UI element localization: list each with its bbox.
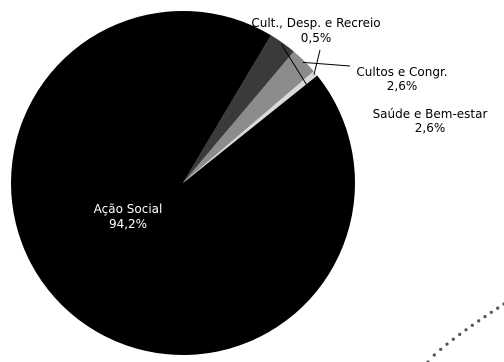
slice-label-cultos: Cultos e Congr. [356, 65, 447, 79]
decorative-dot [439, 347, 443, 351]
leader-line-3 [313, 49, 321, 75]
slice-label-acao-social: Ação Social [94, 202, 163, 216]
leader-line-2 [302, 61, 351, 67]
decorative-dot [464, 328, 468, 332]
leader-line-1 [281, 44, 327, 117]
slice-value-acao-social: 94,2% [109, 217, 147, 231]
slice-label-cult-desp: Cult., Desp. e Recreio [251, 16, 380, 30]
decorative-dot [477, 319, 481, 323]
pie-slice-1 [183, 35, 294, 184]
slice-value-saude: 2,6% [415, 121, 446, 135]
decorative-dot [432, 353, 436, 357]
pie-slices [10, 10, 355, 355]
pie-slice-2 [183, 51, 314, 183]
decorative-dot [496, 306, 500, 310]
leader-lines [281, 44, 351, 117]
slice-value-cult-desp: 0,5% [301, 31, 332, 45]
decorative-dot [451, 337, 455, 341]
decorative-dot [489, 310, 493, 314]
slice-label-saude: Saúde e Bem-estar [373, 107, 488, 121]
pie-slice-3 [183, 71, 318, 183]
slice-value-cultos: 2,6% [387, 79, 418, 93]
decorative-dot [445, 342, 449, 346]
decorative-dot [483, 315, 487, 319]
decorative-dot [470, 323, 474, 327]
decorative-dotted-arc [426, 302, 504, 362]
pie-slice-0 [10, 10, 355, 355]
decorative-dot [458, 332, 462, 336]
